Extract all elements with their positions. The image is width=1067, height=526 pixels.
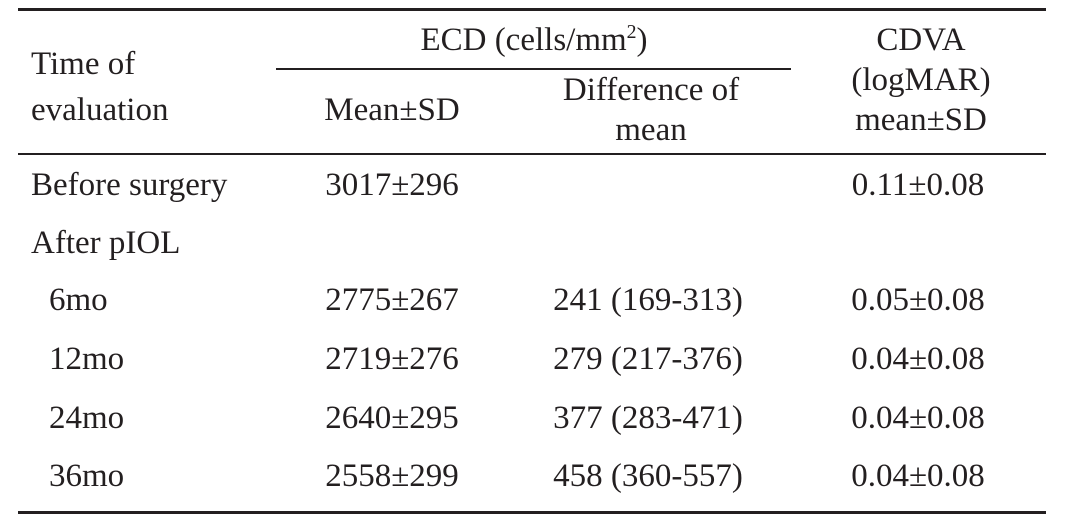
header-cdva: CDVA (logMAR) mean±SD (851, 20, 990, 140)
header-cdva-line1: CDVA (876, 22, 966, 58)
header-time-line1: Time of (31, 46, 136, 82)
row-difference: 458 (360-557) (553, 458, 743, 494)
row-cdva: 0.04±0.08 (851, 341, 985, 377)
header-cdva-line3: mean±SD (855, 102, 987, 138)
header-difference-line2: mean (615, 112, 687, 148)
header-mean-sd: Mean±SD (324, 92, 460, 128)
header-ecd-group: ECD (cells/mm2) (420, 20, 647, 60)
row-time-label: 36mo (49, 458, 125, 494)
row-time-label: After pIOL (31, 225, 181, 261)
row-mean-sd: 2558±299 (325, 458, 459, 494)
row-mean-sd: 3017±296 (325, 167, 459, 203)
header-time-of-evaluation: Time of evaluation (31, 41, 168, 133)
header-ecd-text: ECD (cells/mm (420, 22, 627, 58)
header-cdva-line2: (logMAR) (851, 62, 991, 98)
row-mean-sd: 2775±267 (325, 282, 459, 318)
header-ecd-superscript: 2 (626, 21, 637, 43)
row-difference: 279 (217-376) (553, 341, 743, 377)
header-difference-line1: Difference of (562, 72, 740, 108)
row-time-label: 12mo (49, 341, 125, 377)
row-difference: 241 (169-313) (553, 282, 743, 318)
header-ecd-close: ) (636, 22, 648, 58)
row-time-label: 24mo (49, 400, 125, 436)
row-mean-sd: 2719±276 (325, 341, 459, 377)
bottom-rule (18, 511, 1046, 514)
top-rule (18, 8, 1046, 11)
row-cdva: 0.11±0.08 (851, 167, 985, 203)
ecd-group-underline (276, 68, 791, 70)
row-mean-sd: 2640±295 (325, 400, 459, 436)
header-difference-of-mean: Difference of mean (563, 70, 739, 150)
header-time-line2: evaluation (31, 92, 169, 128)
row-cdva: 0.04±0.08 (851, 400, 985, 436)
row-time-label: Before surgery (31, 167, 228, 203)
header-bottom-rule (18, 153, 1046, 155)
row-time-label: 6mo (49, 282, 108, 318)
row-cdva: 0.05±0.08 (851, 282, 985, 318)
row-difference: 377 (283-471) (553, 400, 743, 436)
row-cdva: 0.04±0.08 (851, 458, 985, 494)
